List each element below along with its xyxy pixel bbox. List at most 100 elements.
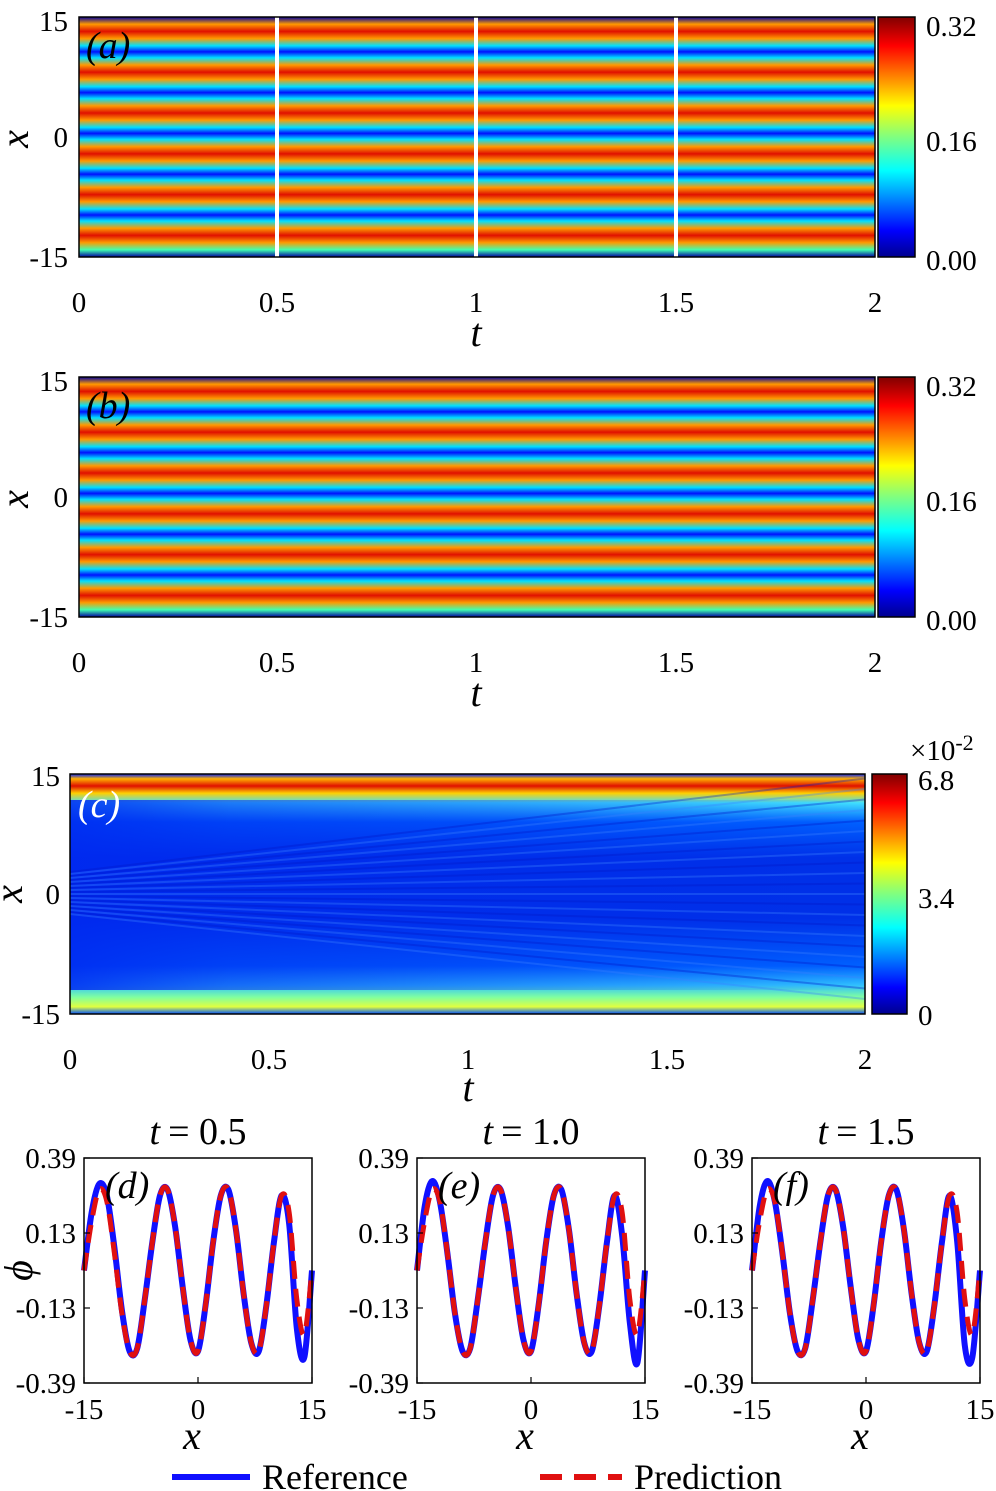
colorbar-multiplier: ×10-2 — [910, 730, 974, 767]
y-tick-label: 0.39 — [693, 1143, 744, 1175]
x-tick-label: 1.5 — [649, 1044, 685, 1076]
plot-frame-a — [78, 16, 876, 258]
panel-title-value: = 1.0 — [501, 1111, 579, 1153]
y-axis-label-c: x — [0, 885, 31, 904]
x-tick-label: 15 — [298, 1394, 327, 1426]
panel-title-variable: t — [483, 1111, 495, 1153]
y-tick-label: 0.13 — [693, 1218, 744, 1250]
x-tick-label: 0.5 — [251, 1044, 287, 1076]
x-tick-label: 1 — [461, 1044, 476, 1076]
x-tick-label: 0 — [859, 1394, 874, 1426]
error-streak — [70, 899, 865, 927]
colorbar-b — [877, 376, 916, 618]
x-tick-label: 2 — [868, 287, 883, 319]
panel-f: t = 1.5(f)-0.39-0.130.130.39-15 0 15x — [684, 1111, 995, 1458]
error-streak — [70, 851, 865, 887]
y-axis-label-d: ϕ — [0, 1260, 41, 1281]
series-prediction-line — [81, 1184, 315, 1358]
error-streak — [70, 911, 865, 990]
error-streak — [70, 788, 865, 875]
colorbar-tick-label: 0.00 — [926, 245, 977, 277]
error-streak — [70, 819, 865, 881]
panel-label-a: (a) — [86, 25, 130, 67]
x-tick-label: 0 — [72, 647, 87, 679]
panel-e: t = 1.0(e)-0.39-0.130.130.39-15 0 15x — [349, 1111, 660, 1458]
colorbar-tick-label: 0.16 — [926, 126, 977, 158]
y-tick-label: -15 — [29, 242, 68, 274]
error-streak — [70, 830, 865, 883]
error-streak — [70, 861, 865, 889]
panel-title-value: = 0.5 — [168, 1111, 246, 1153]
heatmap-b — [79, 377, 875, 617]
x-tick-label: 0.5 — [259, 647, 295, 679]
legend-label-reference: Reference — [262, 1457, 408, 1491]
error-streak — [70, 777, 865, 873]
x-tick-label: 1.5 — [658, 287, 694, 319]
legend-label-prediction: Prediction — [634, 1457, 782, 1491]
y-tick-label: 0 — [54, 482, 69, 514]
error-streak — [70, 903, 865, 948]
x-axis-label-c: t — [462, 1065, 474, 1110]
colorbar-tick-label: 0.16 — [926, 486, 977, 518]
x-tick-label: 0 — [524, 1394, 539, 1426]
x-tick-label: 15 — [631, 1394, 660, 1426]
colorbar-multiplier-base: ×10 — [910, 735, 955, 767]
y-tick-label: 0 — [54, 122, 69, 154]
series-prediction-line — [749, 1184, 983, 1358]
colorbar-tick-label: 6.8 — [918, 765, 954, 797]
heatmap-c-fade — [70, 800, 865, 990]
error-streak — [70, 798, 865, 877]
x-tick-label: 0 — [72, 287, 87, 319]
x-tick-label: -15 — [398, 1394, 437, 1426]
y-tick-label: -0.13 — [684, 1293, 744, 1325]
x-axis-label-b: t — [470, 670, 482, 715]
panel-c: (c) 0 0.5 1 1.5 2 t 15 0 -15 x ×10-2 6.8… — [0, 730, 974, 1110]
colorbar-labels-c: ×10-2 6.8 3.4 0 — [910, 730, 974, 1032]
y-axis-label-a: x — [0, 130, 37, 149]
x-tick-label: -15 — [733, 1394, 772, 1426]
x-tick-label: 1.5 — [658, 647, 694, 679]
y-tick-label: -15 — [29, 602, 68, 634]
error-streak — [70, 897, 865, 916]
colorbar-labels-a: 0.32 0.16 0.00 — [926, 11, 977, 277]
x-tick-labels-a: 0 0.5 1 1.5 2 — [72, 287, 883, 319]
x-tick-label: 1 — [469, 287, 484, 319]
error-streak — [70, 909, 865, 979]
snapshot-markers — [275, 17, 678, 257]
panel-label-d: (d) — [105, 1165, 149, 1207]
x-tick-label: 2 — [868, 647, 883, 679]
x-axis-label-f: x — [850, 1413, 869, 1458]
panel-label-e: (e) — [438, 1165, 480, 1207]
plot-frame-b — [78, 376, 876, 618]
panel-label-b: (b) — [86, 385, 130, 427]
x-axis-label-d: x — [182, 1413, 201, 1458]
y-tick-label: 0.39 — [358, 1143, 409, 1175]
panel-label-f: (f) — [773, 1165, 809, 1207]
panel-a: (a) 0 0.5 1 1.5 2 t 15 0 -15 x 0.32 0.16… — [0, 6, 977, 355]
panel-label-c: (c) — [78, 784, 120, 826]
y-axis-label-b: x — [0, 490, 37, 509]
colorbar-tick-label: 0.32 — [926, 371, 977, 403]
error-streak — [70, 840, 865, 885]
panel-title-d: t = 0.5 — [150, 1111, 247, 1153]
y-tick-label: 15 — [39, 6, 68, 38]
y-tick-labels-b: 15 0 -15 — [29, 366, 68, 634]
colorbar-labels-b: 0.32 0.16 0.00 — [926, 371, 977, 637]
error-streak — [70, 901, 865, 937]
x-tick-label: 0 — [191, 1394, 206, 1426]
y-tick-labels-c: 15 0 -15 — [21, 761, 60, 1031]
y-tick-label: 0.13 — [25, 1218, 76, 1250]
x-tick-label: 1 — [469, 647, 484, 679]
y-tick-label: -15 — [21, 999, 60, 1031]
legend: Reference Prediction — [172, 1457, 782, 1491]
y-tick-label: 0.13 — [358, 1218, 409, 1250]
panel-title-value: = 1.5 — [836, 1111, 914, 1153]
x-tick-label: 15 — [966, 1394, 995, 1426]
colorbar-tick-label: 3.4 — [918, 883, 955, 915]
panel-title-f: t = 1.5 — [818, 1111, 915, 1153]
x-tick-label: 0.5 — [259, 287, 295, 319]
error-streak — [70, 905, 865, 958]
panel-title-variable: t — [818, 1111, 830, 1153]
